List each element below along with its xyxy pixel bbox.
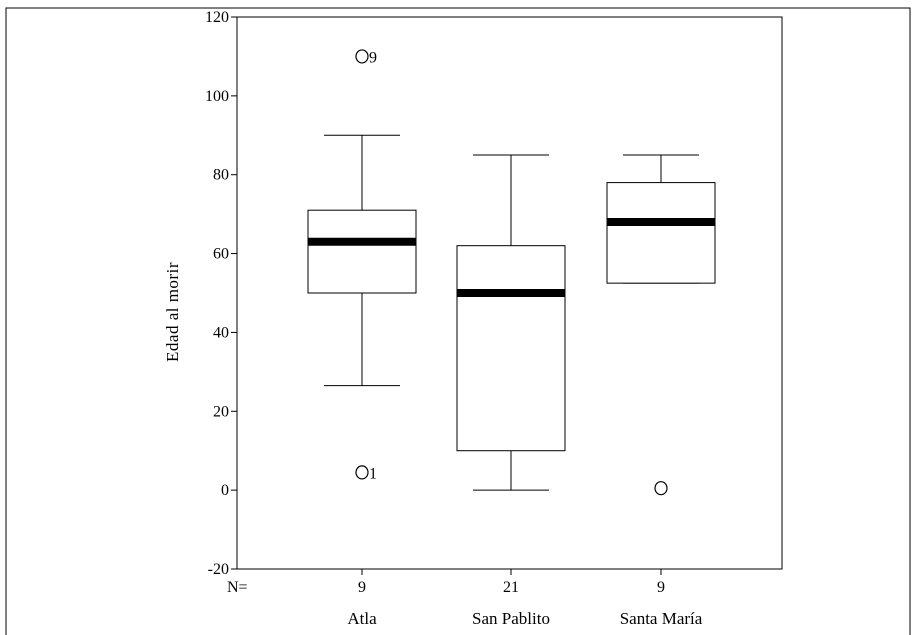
n-count-label: 9 — [657, 579, 665, 596]
iqr-box — [307, 209, 417, 294]
outlier-point — [355, 465, 369, 480]
y-tick-label: 20 — [213, 403, 229, 420]
y-tick-label: 60 — [213, 246, 229, 263]
y-tick-label: 100 — [205, 88, 229, 105]
box-series: 91 — [307, 49, 716, 496]
category-label: San Pablito — [472, 609, 550, 628]
y-tick-label: 40 — [213, 324, 229, 341]
y-tick-label: 0 — [221, 482, 229, 499]
outlier-point — [355, 49, 369, 64]
plot-area — [236, 16, 783, 570]
outlier-label: 1 — [369, 465, 377, 482]
n-count-label: 21 — [503, 579, 519, 596]
iqr-box — [606, 182, 716, 284]
iqr-box — [456, 245, 566, 452]
box-group — [606, 154, 716, 496]
category-label: Santa María — [620, 609, 703, 628]
box-group — [456, 154, 566, 491]
outlier-label: 9 — [369, 49, 377, 66]
category-label: Atla — [347, 609, 377, 628]
y-tick-label: -20 — [208, 561, 229, 578]
box-group: 91 — [307, 49, 417, 482]
y-tick-label: 80 — [213, 167, 229, 184]
figure-frame — [5, 7, 911, 635]
y-axis-label: Edad al morir — [163, 262, 182, 362]
x-axis-labels: 9 Atla 21 San Pablito 9 Santa María — [347, 569, 703, 628]
n-count-label: 9 — [358, 579, 366, 596]
y-tick-label: 120 — [205, 9, 229, 26]
outlier-point — [654, 481, 668, 496]
n-prefix-label: N= — [227, 579, 248, 596]
y-axis-ticks: -20 0 20 40 60 80 100 120 — [205, 9, 237, 578]
